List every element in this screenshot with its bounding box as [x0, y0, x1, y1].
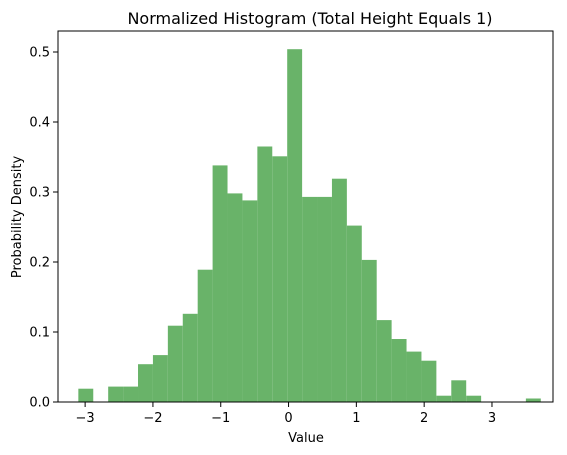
histogram-bar — [287, 49, 303, 402]
histogram-bar — [436, 395, 452, 402]
y-axis-ticks: 0.0 0.1 0.2 0.3 0.4 0.5 — [29, 46, 58, 411]
histogram-bar — [212, 165, 228, 402]
histogram-bar — [466, 395, 482, 402]
histogram-bar — [242, 200, 258, 402]
histogram-bar — [406, 351, 422, 402]
plot-frame — [57, 30, 554, 403]
histogram-bar — [138, 364, 153, 402]
histogram-bar — [152, 355, 168, 402]
histogram-bar — [376, 320, 392, 402]
x-tick-label: −3 — [76, 411, 95, 426]
histogram-bar — [525, 398, 541, 402]
x-tick-label: −2 — [143, 411, 162, 426]
histogram-bar — [346, 225, 362, 402]
y-tick-label: 0.3 — [29, 186, 50, 201]
y-tick-label: 0.0 — [29, 396, 50, 411]
x-axis-label: Value — [288, 431, 324, 446]
histogram-bar — [182, 313, 198, 402]
histogram-bar — [108, 386, 124, 402]
histogram-bar — [197, 269, 213, 402]
x-axis-ticks: −3 −2 −1 0 1 2 3 — [76, 402, 496, 426]
histogram-bar — [302, 196, 318, 402]
x-tick-label: 2 — [420, 411, 428, 426]
bars-group — [78, 49, 541, 402]
y-tick-label: 0.4 — [29, 116, 50, 131]
histogram-bar — [257, 146, 273, 402]
y-tick-label: 0.5 — [29, 46, 50, 61]
y-tick-label: 0.2 — [29, 256, 50, 271]
x-tick-label: −1 — [211, 411, 230, 426]
x-tick-label: 3 — [488, 411, 496, 426]
histogram-bar — [331, 178, 347, 402]
x-tick-label: 0 — [284, 411, 292, 426]
histogram-bar — [451, 380, 467, 402]
histogram-bar — [167, 325, 183, 402]
histogram-bar — [391, 339, 407, 402]
histogram-bar — [272, 156, 288, 402]
x-tick-label: 1 — [352, 411, 360, 426]
histogram-bar — [421, 360, 437, 402]
chart-title: Normalized Histogram (Total Height Equal… — [127, 9, 492, 28]
histogram-bar — [317, 196, 332, 402]
histogram-bar — [123, 386, 139, 402]
histogram-bar — [78, 388, 94, 402]
histogram-bar — [227, 193, 243, 402]
y-tick-label: 0.1 — [29, 326, 50, 341]
y-axis-label: Probability Density — [10, 156, 25, 279]
histogram-bar — [361, 259, 377, 402]
